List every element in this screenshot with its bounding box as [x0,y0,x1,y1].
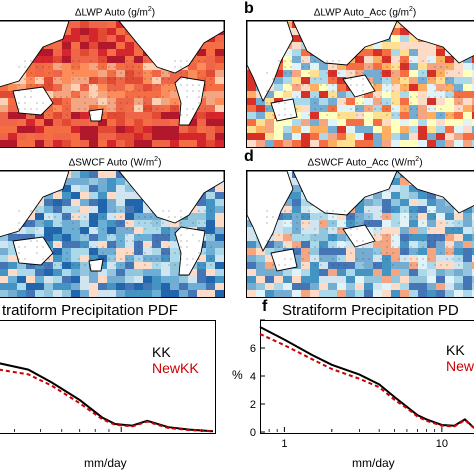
map-c-title: ΔSWCF Auto (W/m2) [68,156,162,169]
map-b-title: ΔLWP Auto_Acc (g/m2) [313,6,417,19]
y-tick-label: 0 [250,427,256,439]
chart-f-legend-newkk: NewK [446,358,474,374]
chart-f-frame [260,320,474,434]
map-d [246,170,474,298]
chart-e-plot: 10 [0,362,214,433]
panel-letter-d: d [244,148,254,165]
chart-e-legend-newkk: NewKK [152,360,199,376]
panel-letter-b: b [244,0,254,17]
map-b [246,20,474,148]
y-tick-label: 2 [250,399,256,411]
chart-e-legend-kk: KK [152,344,171,360]
chart-e-title: tratiform Precipitation PDF [2,302,178,319]
y-tick-label: 4 [250,371,256,383]
chart-e-xlabel: mm/day [84,456,127,470]
chart-f-plot: 1 10 0 2 4 6 [250,319,474,450]
y-tick-label: 6 [250,343,256,355]
map-a-title: ΔLWP Auto (g/m2) [74,6,156,19]
map-a [0,20,225,148]
map-d-title: ΔSWCF Auto_Acc (W/m2) [307,156,423,169]
x-tick-label: 1 [281,438,287,450]
series-line-kk [259,326,474,429]
chart-e-frame [0,320,216,434]
panel-letter-f: f [262,298,268,315]
chart-f-title: Stratiform Precipitation PD [282,302,459,319]
series-line-newkk [0,368,214,433]
chart-f-ylabel: % [232,368,243,382]
map-c [0,170,225,298]
series-line-newkk [259,333,474,429]
chart-f-legend-kk: KK [446,342,465,358]
x-tick-label: 10 [436,438,448,450]
chart-f-xlabel: mm/day [352,456,395,470]
